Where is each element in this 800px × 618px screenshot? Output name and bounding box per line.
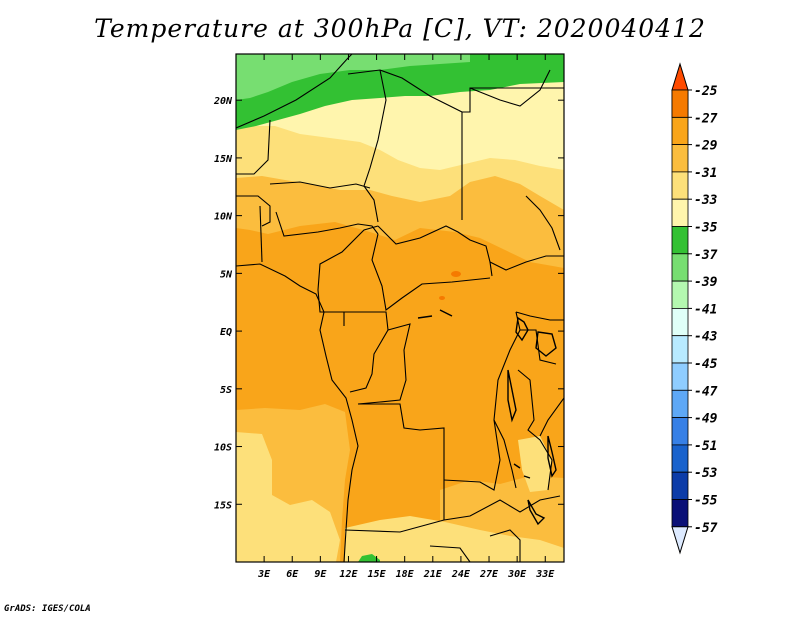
colorbar-label: -57	[694, 521, 718, 536]
colorbar-segment	[671, 116, 689, 146]
lon-label: 18E	[396, 569, 415, 580]
country-borders	[236, 54, 564, 562]
lat-label: 20N	[213, 96, 233, 107]
field-band-27-spot-2	[439, 296, 445, 300]
colorbar-label: -43	[694, 330, 718, 345]
colorbar-label: -49	[694, 412, 718, 427]
colorbar-label: -33	[694, 193, 718, 208]
lat-label: 10N	[214, 212, 233, 223]
colorbar-segment	[671, 144, 689, 173]
colorbar-label: -53	[694, 466, 718, 481]
temperature-field	[236, 54, 564, 562]
colorbar-label: -31	[694, 166, 717, 181]
colorbar-segment	[671, 417, 689, 446]
colorbar-segment-first	[671, 89, 689, 118]
lon-label: 33E	[535, 569, 555, 580]
colorbar-label: -41	[694, 302, 717, 317]
lakes	[417, 309, 557, 526]
field-band-37-ne	[472, 54, 564, 82]
colorbar-segment	[671, 198, 689, 227]
colorbar-segment	[671, 253, 689, 282]
chart-title: Temperature at 300hPa [C], VT: 202004041…	[94, 14, 706, 43]
colorbar-label: -37	[694, 248, 718, 263]
lake-kariba	[527, 499, 546, 526]
lake-tanganyika	[507, 369, 517, 423]
colorbar-label: -47	[694, 384, 718, 399]
colorbar-segment	[671, 226, 689, 255]
longitude-axis: 3E 6E 9E 12E 15E 18E 21E 24E 27E 30E 33E	[257, 54, 555, 580]
colorbar: -25 -27 -29 -31 -33 -35 -37 -39 -41 -43 -45 -47 -49 -…	[671, 62, 718, 555]
lon-label: 24E	[451, 569, 471, 580]
river-congo-fragments	[417, 309, 453, 319]
colorbar-top-arrow	[671, 62, 689, 91]
colorbar-label: -51	[694, 439, 717, 454]
lon-label: 12E	[339, 569, 358, 580]
latitude-axis: 20N 15N 10N 5N EQ 5S 10S 15S	[213, 96, 564, 511]
colorbar-segment	[671, 307, 689, 337]
colorbar-segment	[671, 362, 689, 391]
colorbar-label: -39	[694, 275, 718, 290]
colorbar-segment	[671, 389, 689, 418]
lon-label: 30E	[507, 569, 527, 580]
lat-label: 5N	[220, 269, 233, 280]
grads-credit: GrADS: IGES/COLA	[4, 604, 91, 614]
colorbar-segment	[671, 444, 689, 473]
lon-label: 6E	[286, 569, 299, 580]
colorbar-label: -55	[694, 494, 718, 509]
colorbar-bottom-arrow	[671, 526, 689, 555]
lat-label: EQ	[220, 327, 232, 338]
colorbar-segment	[671, 335, 689, 364]
lat-label: 5S	[220, 385, 232, 396]
lon-label: 3E	[257, 569, 271, 580]
colorbar-segment	[671, 171, 689, 200]
field-band-33-southwest	[236, 432, 340, 562]
lat-label: 10S	[214, 443, 232, 454]
lon-label: 9E	[314, 569, 327, 580]
lon-label: 27E	[479, 569, 499, 580]
colorbar-label: -25	[694, 84, 718, 99]
colorbar-label: -27	[694, 111, 718, 126]
field-band-33-east	[518, 436, 552, 492]
colorbar-label: -35	[694, 221, 718, 236]
lon-label: 15E	[368, 569, 387, 580]
colorbar-segment	[671, 499, 689, 528]
lake-malawi	[547, 435, 557, 478]
lake-albert	[515, 316, 529, 342]
lake-victoria	[535, 331, 557, 357]
map-frame	[235, 53, 565, 563]
colorbar-segment	[671, 471, 689, 500]
colorbar-label: -29	[694, 139, 718, 154]
field-band-37-south	[358, 554, 380, 562]
lat-label: 15S	[214, 500, 232, 511]
colorbar-label: -45	[694, 357, 718, 372]
lon-label: 21E	[423, 569, 443, 580]
lake-mweru	[513, 463, 531, 479]
field-band-27-spot	[451, 271, 461, 277]
lat-label: 15N	[214, 154, 233, 165]
colorbar-segment	[671, 280, 689, 309]
field-band-39	[236, 54, 470, 100]
field-band-33-south	[345, 516, 564, 562]
